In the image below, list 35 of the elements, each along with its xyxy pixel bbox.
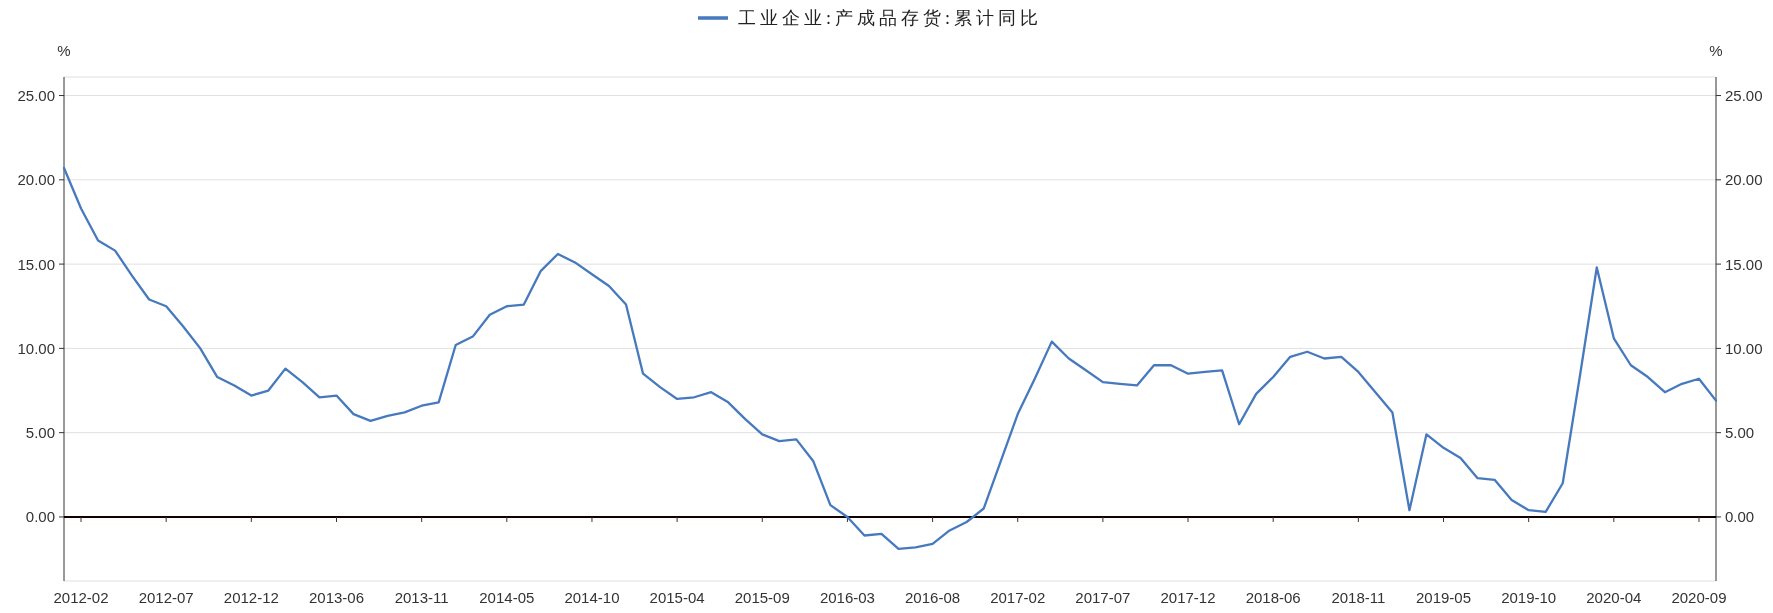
y-tick-label: 10.00 [17,339,55,357]
x-tick-label: 2013-11 [394,588,449,606]
x-tick-label: 2018-11 [1331,588,1386,606]
x-tick-label: 2019-10 [1501,588,1557,606]
x-tick-label: 2013-06 [308,588,365,606]
x-tick-label: 2017-12 [1160,588,1216,606]
x-tick-label: 2019-05 [1415,588,1472,606]
legend: 工业企业:产成品存货:累计同比 [698,8,1042,28]
y-tick-label: 15.00 [17,255,55,273]
y-tick-label: 0.00 [25,508,55,526]
y2-tick-label: 0.00 [1725,508,1755,526]
y2-tick-label: 25.00 [1725,87,1763,105]
y2-tick-label: 5.00 [1725,424,1755,442]
x-tick-label: 2015-04 [649,588,705,606]
x-tick-label: 2020-04 [1586,588,1642,606]
y2-axis-title: % [1709,41,1723,59]
x-tick-label: 2015-09 [734,588,790,606]
x-tick-label: 2012-12 [223,588,279,606]
y2-tick-label: 20.00 [1725,171,1763,189]
x-tick-label: 2017-02 [990,588,1046,606]
y-tick-label: 5.00 [25,424,55,442]
x-tick-label: 2014-05 [479,588,535,606]
x-tick-label: 2012-02 [53,588,109,606]
x-tick-label: 2020-09 [1671,588,1727,606]
x-tick-label: 2012-07 [138,588,194,606]
y2-tick-label: 10.00 [1725,339,1763,357]
x-tick-label: 2018-06 [1245,588,1301,606]
x-tick-label: 2017-07 [1075,588,1131,606]
x-tick-label: 2014-10 [564,588,620,606]
x-tick-label: 2016-08 [905,588,961,606]
y-tick-label: 25.00 [17,87,55,105]
y2-tick-label: 15.00 [1725,255,1763,273]
y-tick-label: 20.00 [17,171,55,189]
y-axis-title: % [57,41,71,59]
x-tick-label: 2016-03 [819,588,875,606]
